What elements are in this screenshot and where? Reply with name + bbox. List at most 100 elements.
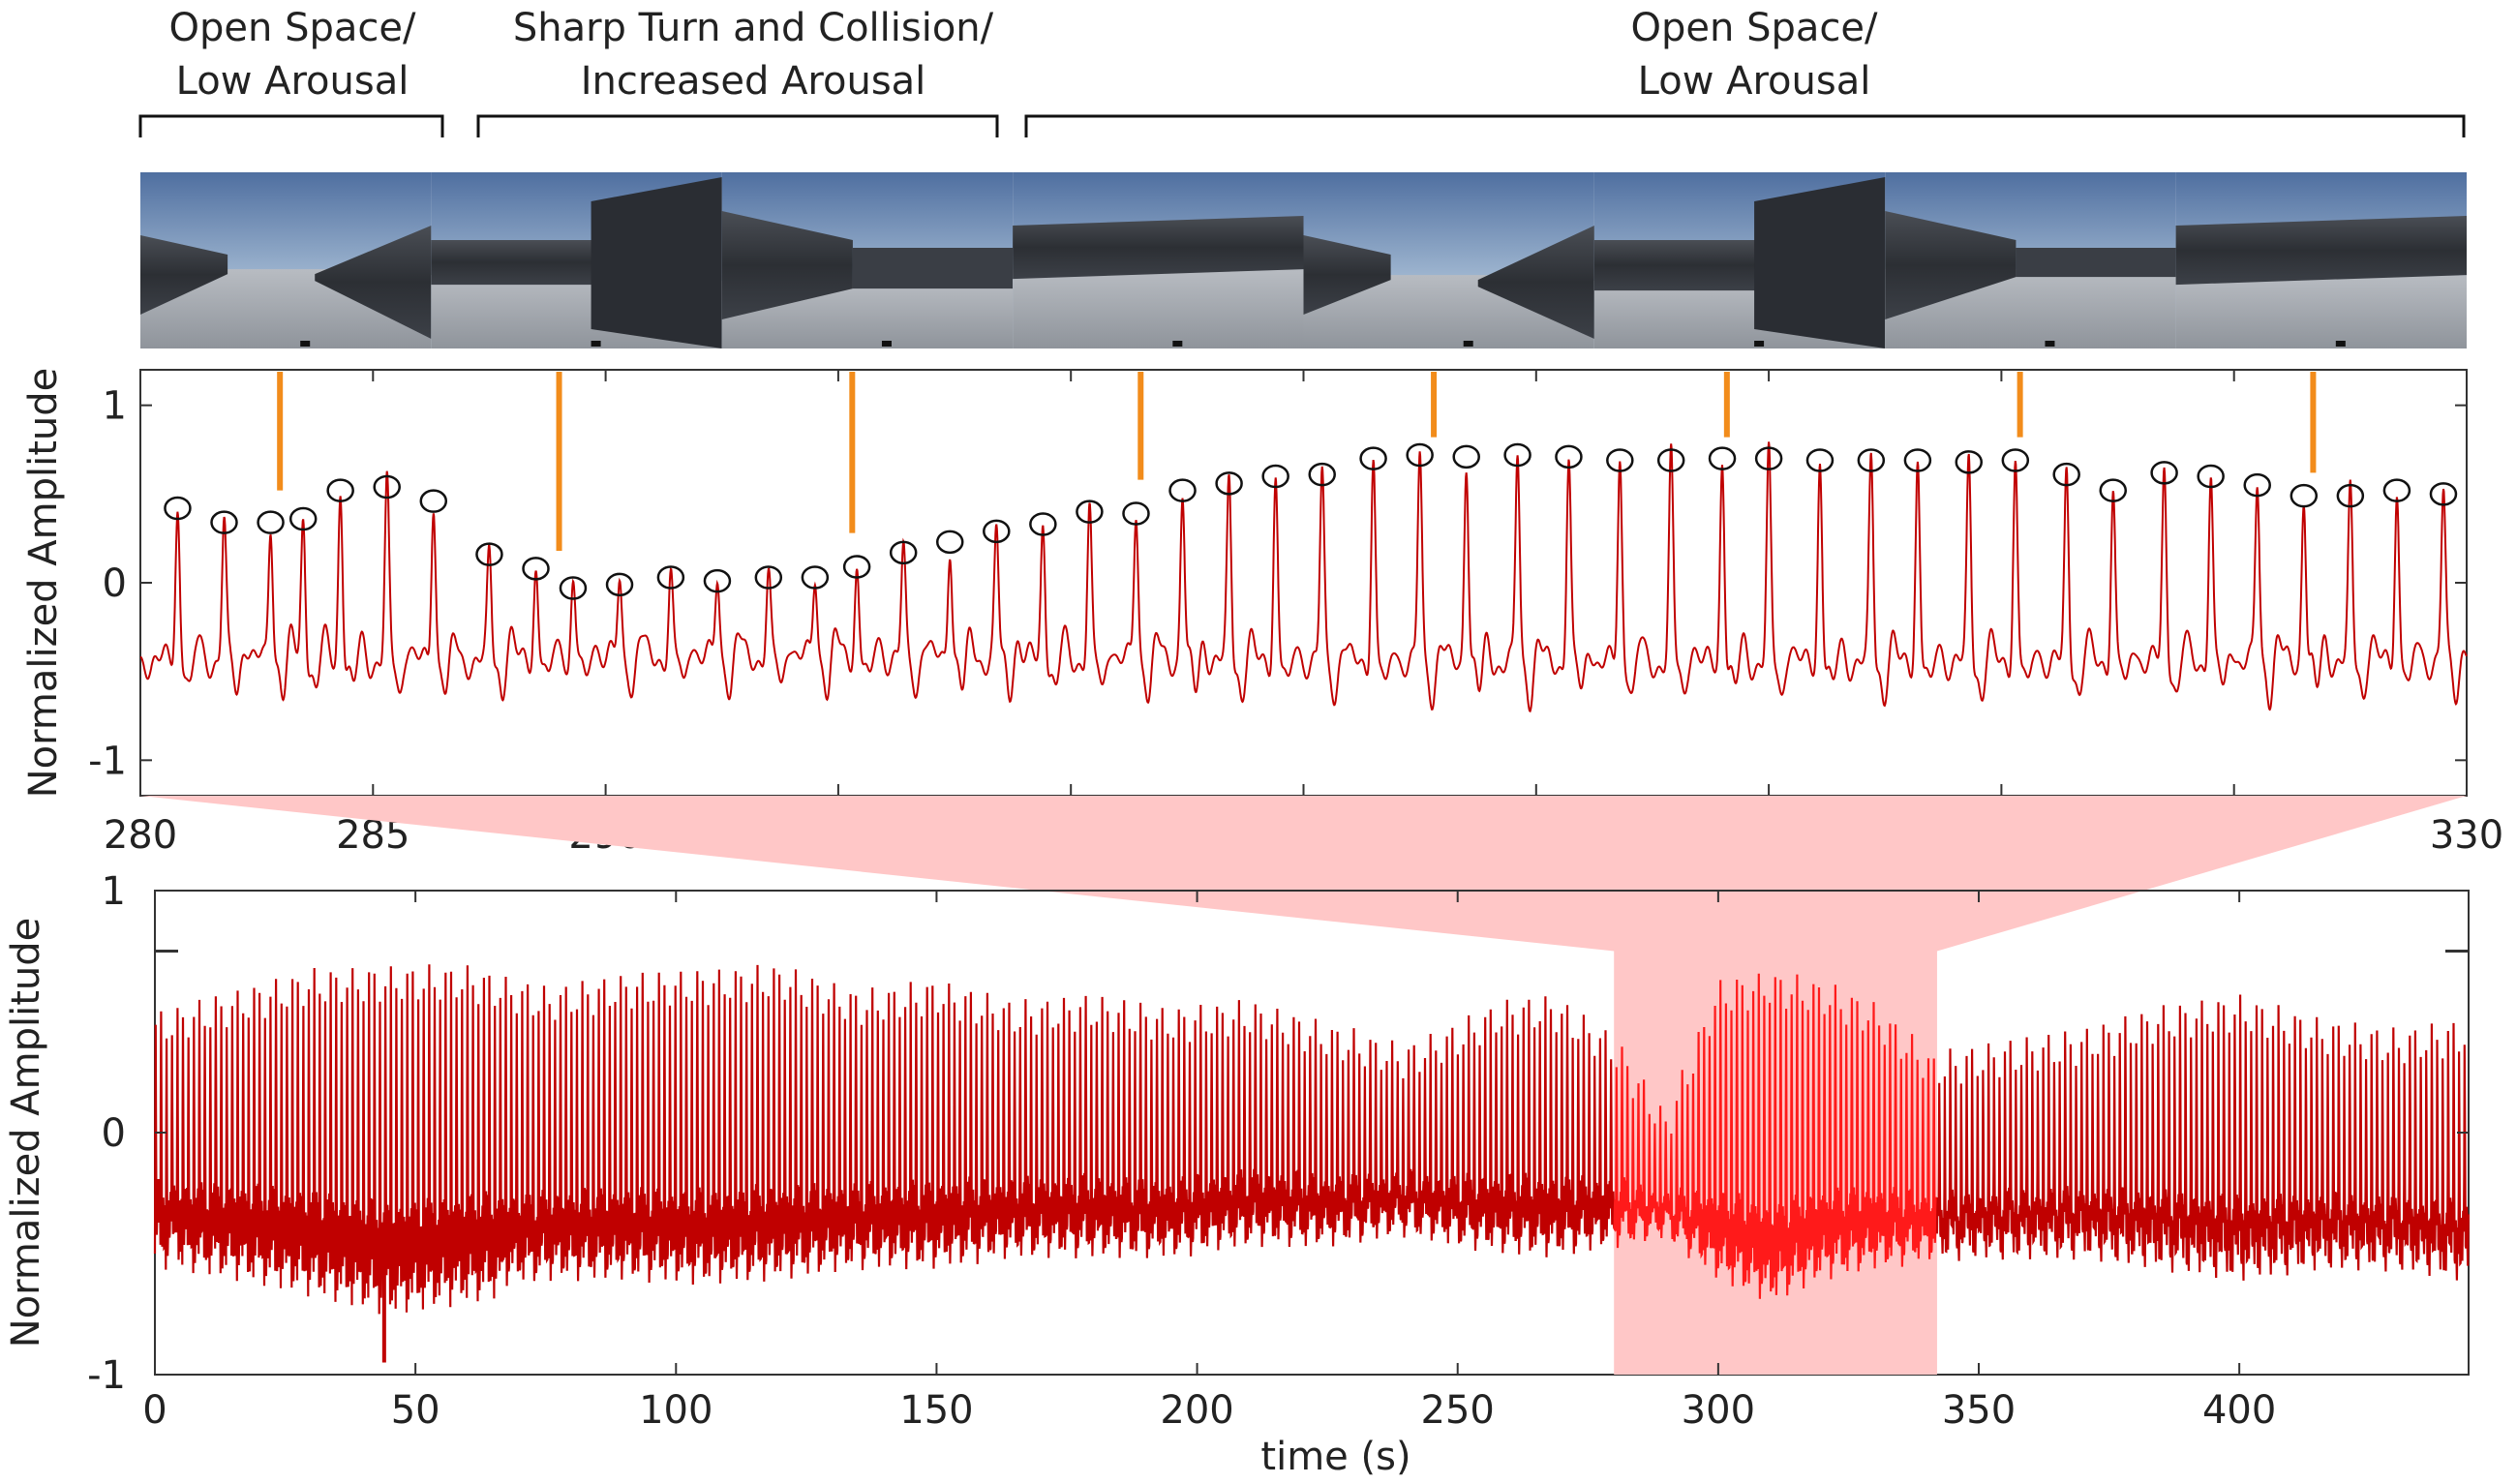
peak-circle — [419, 489, 448, 513]
peak-circle — [2290, 483, 2319, 508]
x-tick-label: 400 — [2202, 1388, 2276, 1433]
video-frame-5 — [1303, 172, 1594, 348]
peak-circle — [1857, 448, 1886, 472]
peak-circle — [1308, 462, 1336, 487]
phase-annotations: Open Space/ Low Arousal Sharp Turn and C… — [138, 6, 2466, 137]
peak-circle — [2243, 472, 2271, 498]
video-frame-7 — [1885, 172, 2176, 348]
peak-circle — [605, 572, 634, 597]
top-y-axis-label: Normalized Amplitude — [21, 368, 66, 799]
video-frame-2 — [431, 172, 722, 348]
peak-circle — [288, 506, 318, 531]
x-tick-label: 100 — [639, 1388, 713, 1433]
peak-circle — [2052, 462, 2080, 487]
phase-3: Open Space/ Low Arousal — [1024, 6, 2466, 137]
video-frame-4 — [1013, 172, 1304, 348]
signal-segment-highlighted — [1613, 973, 1938, 1299]
top-signal-line — [139, 441, 2468, 713]
bottom-x-axis-label: time (s) — [1260, 1435, 1410, 1479]
peak-circle — [2001, 448, 2030, 472]
peak-circle — [326, 478, 354, 502]
bottom-signal-lines — [153, 964, 2470, 1363]
video-frame-8 — [2175, 172, 2467, 348]
peak-circle — [2382, 478, 2411, 502]
phase-1: Open Space/ Low Arousal — [138, 6, 444, 137]
phase-3-bracket — [1024, 114, 2466, 137]
phase-1-label-line-2: Low Arousal — [176, 59, 409, 104]
bottom-x-ticks: 0 50 100 150 200 250 300 350 400 — [142, 891, 2276, 1433]
phase-1-bracket — [138, 114, 444, 137]
phase-2-bracket — [476, 114, 999, 137]
peak-circle — [559, 576, 588, 600]
peak-circle — [1555, 444, 1583, 469]
peak-circle — [1754, 446, 1783, 470]
peak-circle — [522, 557, 550, 581]
bottom-y-axis-label: Normalized Amplitude — [4, 918, 48, 1348]
peak-circle — [257, 510, 285, 534]
video-frame-6 — [1593, 172, 1886, 348]
peak-circle — [2429, 482, 2458, 506]
peak-circle — [1805, 448, 1835, 472]
peak-circle — [1215, 471, 1243, 496]
x-tick-label: 280 — [104, 813, 177, 858]
x-tick-label: 150 — [899, 1388, 973, 1433]
phase-3-label-line-2: Low Arousal — [1638, 59, 1871, 104]
peak-circle — [1903, 448, 1932, 472]
x-tick-label: 0 — [142, 1388, 167, 1433]
peak-circle — [1359, 446, 1387, 470]
peak-circle — [935, 530, 964, 555]
peak-circle — [1708, 446, 1737, 470]
peak-circle — [703, 568, 732, 593]
peak-circle — [1503, 442, 1531, 468]
peak-circle — [1029, 512, 1057, 536]
signal-segment-after — [1935, 994, 2470, 1281]
peak-circle — [983, 519, 1011, 544]
peak-circle — [1076, 500, 1104, 524]
phase-2: Sharp Turn and Collision/ Increased Arou… — [476, 6, 999, 137]
peak-circle — [889, 540, 918, 565]
peak-circle — [754, 565, 783, 590]
peak-circle — [1656, 448, 1685, 472]
phase-2-label-line-1: Sharp Turn and Collision/ — [513, 6, 994, 50]
top-y-ticks: -1 0 1 — [88, 384, 2467, 783]
video-frame-3 — [721, 172, 1014, 348]
y-tick-label: -1 — [88, 739, 127, 783]
y-tick-label: 0 — [102, 1111, 126, 1156]
x-tick-label: 250 — [1421, 1388, 1495, 1433]
peak-circle — [1261, 464, 1289, 489]
x-tick-label: 330 — [2430, 813, 2503, 858]
peak-circle — [842, 555, 871, 579]
x-tick-label: 200 — [1160, 1388, 1233, 1433]
full-signal-chart: 0 50 100 150 200 250 300 350 400 -1 0 1 Normalized… — [4, 869, 2470, 1479]
x-tick-label: 50 — [391, 1388, 440, 1433]
video-frame-strip — [140, 172, 2467, 348]
video-frame-1 — [140, 172, 432, 348]
phase-3-label-line-1: Open Space/ — [1631, 6, 1878, 50]
peak-circle — [2197, 464, 2225, 489]
y-tick-label: 0 — [103, 561, 127, 606]
frame-markers — [277, 372, 2317, 551]
zoomed-signal-chart: 280285290295300305310315320325330 -101 N… — [21, 368, 2503, 858]
peak-circle — [1122, 501, 1150, 526]
top-plot-area — [139, 369, 2468, 797]
peak-circle — [1606, 448, 1634, 472]
x-tick-label: 350 — [1942, 1388, 2016, 1433]
y-tick-label: 1 — [102, 869, 126, 914]
peak-circles — [164, 442, 2458, 600]
peak-circle — [2150, 461, 2178, 485]
bottom-y-ticks: -1 0 1 — [87, 869, 2469, 1398]
peak-circle — [1452, 444, 1480, 469]
bottom-plot-area — [154, 890, 2470, 1376]
x-tick-label: 300 — [1682, 1388, 1755, 1433]
peak-circle — [475, 542, 503, 566]
peak-circle — [2336, 483, 2365, 508]
peak-circle — [1955, 450, 1984, 474]
phase-2-label-line-2: Increased Arousal — [581, 59, 926, 104]
zoom-connector — [140, 796, 2467, 952]
peak-circle — [1168, 478, 1197, 502]
y-tick-label: 1 — [103, 384, 127, 429]
signal-segment-before — [153, 964, 1616, 1315]
peak-circle — [210, 510, 238, 534]
peak-circle — [164, 496, 192, 521]
